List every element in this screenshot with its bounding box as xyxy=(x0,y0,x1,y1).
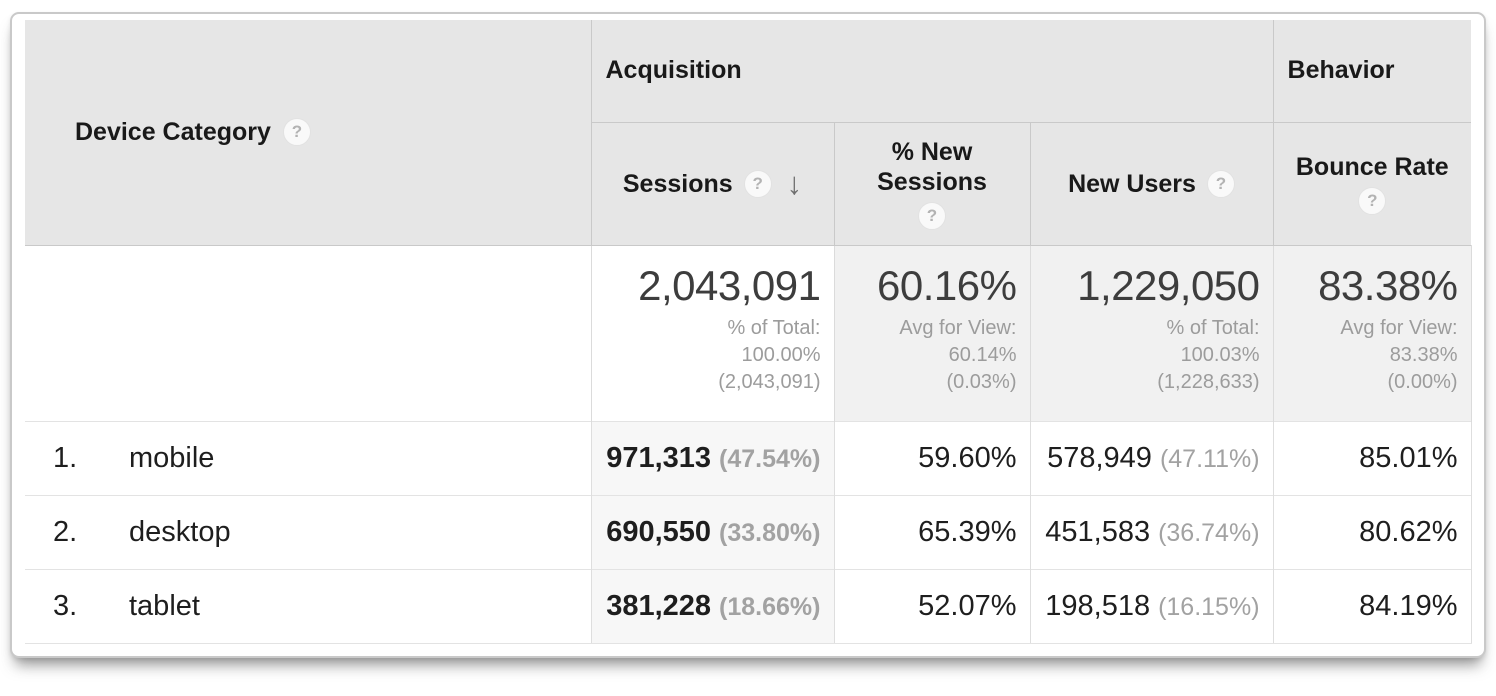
help-icon[interactable]: ? xyxy=(282,118,311,147)
device-cell: 2. desktop xyxy=(25,494,591,569)
new-users-percent: (47.11%) xyxy=(1159,444,1260,473)
new-users-cell: 578,949 (47.11%) xyxy=(1029,420,1274,495)
group-header-acquisition: Acquisition xyxy=(590,20,1274,122)
table-row: 2. desktop 690,550 (33.80%) 65.39% 451,583… xyxy=(25,494,1472,569)
sessions-value: 971,313 xyxy=(606,441,712,474)
new-users-value: 198,518 xyxy=(1045,589,1151,622)
totals-sessions-cell: 2,043,091 % of Total: 100.00% (2,043,091… xyxy=(590,244,834,421)
new-users-header-label: New Users xyxy=(1068,169,1196,198)
new-users-percent: (36.74%) xyxy=(1158,518,1260,547)
new-sessions-total-subtext: Avg for View: 60.14% (0.03%) xyxy=(899,316,1017,393)
device-category-header-label: Device Category xyxy=(75,117,271,146)
sessions-total-value: 2,043,091 xyxy=(638,261,821,309)
bounce-rate-cell: 80.62% xyxy=(1272,494,1472,569)
bounce-rate-cell: 84.19% xyxy=(1272,568,1472,644)
metric-header-row: Sessions ? ↓ % New Sessions ? New Users … xyxy=(25,121,1472,245)
new-users-value: 451,583 xyxy=(1045,515,1151,548)
column-header-new-sessions[interactable]: % New Sessions ? xyxy=(833,121,1030,245)
row-index: 2. xyxy=(53,515,78,548)
totals-device-cell xyxy=(25,244,591,421)
sessions-header-label: Sessions xyxy=(622,169,733,198)
new-users-percent: (16.15%) xyxy=(1158,592,1260,621)
row-index: 3. xyxy=(53,589,78,622)
new-users-total-value: 1,229,050 xyxy=(1077,261,1260,309)
sessions-percent: (33.80%) xyxy=(719,518,821,547)
device-cell: 3. tablet xyxy=(25,568,591,644)
sessions-cell: 971,313 (47.54%) xyxy=(590,420,834,495)
new-users-total-subtext: % of Total: 100.03% (1,228,633) xyxy=(1157,316,1260,393)
group-header-row: Device Category ? Acquisition Behavior xyxy=(25,20,1472,245)
new-sessions-header-label: % New Sessions xyxy=(877,138,987,196)
table-row: 1. mobile 971,313 (47.54%) 59.60% 578,949(… xyxy=(25,420,1472,495)
help-icon[interactable]: ? xyxy=(743,169,772,198)
totals-new-users-cell: 1,229,050 % of Total: 100.03% (1,228,633… xyxy=(1029,244,1274,421)
row-index: 1. xyxy=(53,441,78,474)
totals-bounce-rate-cell: 83.38% Avg for View: 83.38% (0.00%) xyxy=(1272,244,1472,421)
help-icon[interactable]: ? xyxy=(918,202,946,230)
sessions-total-subtext: % of Total: 100.00% (2,043,091) xyxy=(718,316,821,393)
device-label: tablet xyxy=(129,589,200,622)
behavior-group-label: Behavior xyxy=(1287,56,1395,85)
totals-row: 2,043,091 % of Total: 100.00% (2,043,091… xyxy=(25,244,1472,421)
device-category-table: Device Category ? Acquisition Behavior S… xyxy=(25,20,1472,644)
column-header-device-category[interactable]: Device Category ? xyxy=(25,20,591,245)
new-sessions-cell: 59.60% xyxy=(833,420,1030,495)
device-label: mobile xyxy=(129,441,215,474)
group-header-behavior: Behavior xyxy=(1272,20,1472,122)
help-icon[interactable]: ? xyxy=(1358,187,1387,215)
device-label: desktop xyxy=(129,515,231,548)
sessions-percent: (18.66%) xyxy=(719,592,821,621)
sessions-cell: 381,228 (18.66%) xyxy=(590,568,834,644)
bounce-rate-total-subtext: Avg for View: 83.38% (0.00%) xyxy=(1340,316,1458,393)
new-users-cell: 198,518 (16.15%) xyxy=(1029,568,1274,644)
new-sessions-total-value: 60.16% xyxy=(877,261,1017,309)
column-header-new-users[interactable]: New Users ? xyxy=(1029,121,1274,245)
bounce-rate-header-label: Bounce Rate xyxy=(1295,153,1449,181)
acquisition-group-label: Acquisition xyxy=(605,56,742,85)
table-row: 3. tablet 381,228 (18.66%) 52.07% 198,518(… xyxy=(25,568,1472,644)
sessions-value: 690,550 xyxy=(606,515,712,548)
new-sessions-cell: 52.07% xyxy=(833,568,1030,644)
sort-descending-icon[interactable]: ↓ xyxy=(786,166,803,201)
new-sessions-cell: 65.39% xyxy=(833,494,1030,569)
sessions-percent: (47.54%) xyxy=(719,444,821,473)
device-cell: 1. mobile xyxy=(25,420,591,495)
new-users-value: 578,949 xyxy=(1047,441,1152,474)
new-users-cell: 451,583 (36.74%) xyxy=(1029,494,1274,569)
totals-new-sessions-cell: 60.16% Avg for View: 60.14% (0.03%) xyxy=(833,244,1030,421)
analytics-report-card: Device Category ? Acquisition Behavior S… xyxy=(10,12,1486,658)
help-icon[interactable]: ? xyxy=(1206,169,1235,198)
bounce-rate-total-value: 83.38% xyxy=(1318,261,1458,309)
sessions-cell: 690,550 (33.80%) xyxy=(590,494,834,569)
column-header-sessions[interactable]: Sessions ? ↓ xyxy=(590,121,834,245)
sessions-value: 381,228 xyxy=(606,589,712,622)
column-header-bounce-rate[interactable]: Bounce Rate ? xyxy=(1272,121,1472,245)
bounce-rate-cell: 85.01% xyxy=(1272,420,1472,495)
